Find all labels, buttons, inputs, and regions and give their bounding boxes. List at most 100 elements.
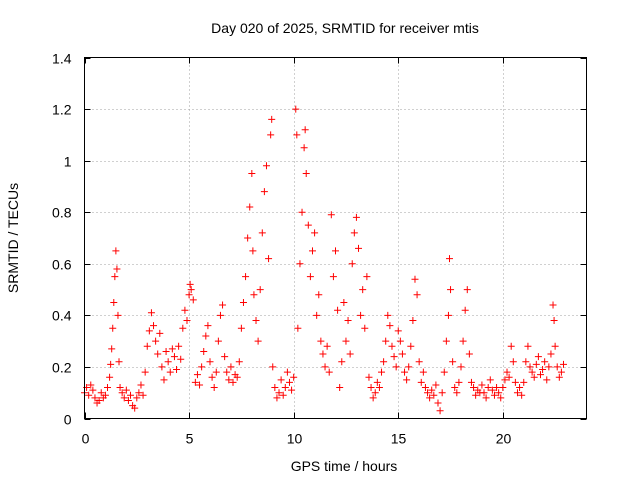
- data-point: [432, 381, 440, 389]
- data-point: [256, 286, 264, 294]
- data-point: [262, 162, 270, 170]
- data-point: [497, 394, 505, 402]
- y-tick-label: 0: [64, 412, 72, 428]
- data-point: [472, 391, 480, 399]
- data-point: [539, 366, 547, 374]
- data-point: [524, 342, 532, 350]
- data-point: [250, 291, 258, 299]
- data-point: [145, 327, 153, 335]
- data-point: [268, 115, 276, 123]
- data-point: [150, 322, 158, 330]
- y-tick-label: 0.2: [52, 360, 72, 376]
- data-point: [355, 244, 363, 252]
- data-point: [530, 373, 538, 381]
- data-point: [365, 373, 373, 381]
- data-point: [550, 317, 558, 325]
- data-point: [112, 247, 120, 255]
- data-point: [202, 332, 210, 340]
- data-point: [499, 384, 507, 392]
- data-point: [252, 317, 260, 325]
- data-point: [219, 301, 227, 309]
- data-point: [336, 384, 344, 392]
- data-point: [442, 337, 450, 345]
- data-point: [516, 384, 524, 392]
- data-point: [440, 368, 448, 376]
- data-point: [467, 378, 475, 386]
- data-point: [375, 384, 383, 392]
- data-point: [271, 384, 279, 392]
- data-point: [392, 363, 400, 371]
- data-point: [457, 363, 465, 371]
- data-point: [528, 368, 536, 376]
- data-point: [317, 337, 325, 345]
- data-point: [237, 324, 245, 332]
- data-point: [438, 389, 446, 397]
- data-point: [191, 378, 199, 386]
- data-point: [97, 389, 105, 397]
- data-point: [505, 373, 513, 381]
- data-point: [329, 273, 337, 281]
- data-point: [463, 286, 471, 294]
- data-point: [189, 296, 197, 304]
- data-point: [382, 337, 390, 345]
- data-point: [434, 399, 442, 407]
- data-point: [294, 324, 302, 332]
- data-point: [398, 350, 406, 358]
- data-point: [160, 376, 168, 384]
- data-point: [173, 366, 181, 374]
- data-point: [198, 363, 206, 371]
- data-point: [417, 378, 425, 386]
- data-point: [258, 229, 266, 237]
- data-point: [396, 337, 404, 345]
- data-point: [212, 368, 220, 376]
- data-point: [196, 381, 204, 389]
- data-point: [227, 363, 235, 371]
- data-point: [551, 342, 559, 350]
- data-point: [413, 291, 421, 299]
- data-point: [269, 363, 277, 371]
- data-point: [304, 221, 312, 229]
- data-point: [315, 291, 323, 299]
- data-point: [378, 368, 386, 376]
- data-point: [490, 391, 498, 399]
- data-point: [302, 170, 310, 178]
- data-point: [152, 337, 160, 345]
- data-point: [225, 376, 233, 384]
- data-point: [340, 298, 348, 306]
- data-point: [526, 363, 534, 371]
- data-point: [137, 381, 145, 389]
- data-point: [486, 376, 494, 384]
- data-point: [288, 386, 296, 394]
- x-tick-label: 10: [287, 431, 303, 447]
- data-point: [559, 360, 567, 368]
- data-point: [185, 291, 193, 299]
- data-point: [543, 376, 551, 384]
- y-axis-label: SRMTID / TECUs: [5, 183, 21, 293]
- axis-ticks: [84, 57, 587, 420]
- y-tick-label: 1.4: [52, 51, 72, 67]
- data-point: [168, 345, 176, 353]
- data-point: [449, 358, 457, 366]
- data-point: [229, 378, 237, 386]
- data-point: [321, 363, 329, 371]
- data-point: [127, 391, 135, 399]
- data-point: [313, 311, 321, 319]
- data-point: [545, 363, 553, 371]
- data-point: [139, 391, 147, 399]
- data-point: [470, 384, 478, 392]
- data-point: [91, 394, 99, 402]
- data-point: [350, 229, 358, 237]
- data-point: [532, 360, 540, 368]
- data-point: [352, 213, 360, 221]
- data-point: [401, 368, 409, 376]
- data-point: [371, 389, 379, 397]
- data-point: [183, 317, 191, 325]
- data-point: [403, 376, 411, 384]
- data-point: [327, 211, 335, 219]
- data-point: [451, 384, 459, 392]
- data-point: [187, 286, 195, 294]
- data-point: [248, 170, 256, 178]
- data-point: [344, 317, 352, 325]
- data-point: [522, 358, 530, 366]
- data-point: [301, 126, 309, 134]
